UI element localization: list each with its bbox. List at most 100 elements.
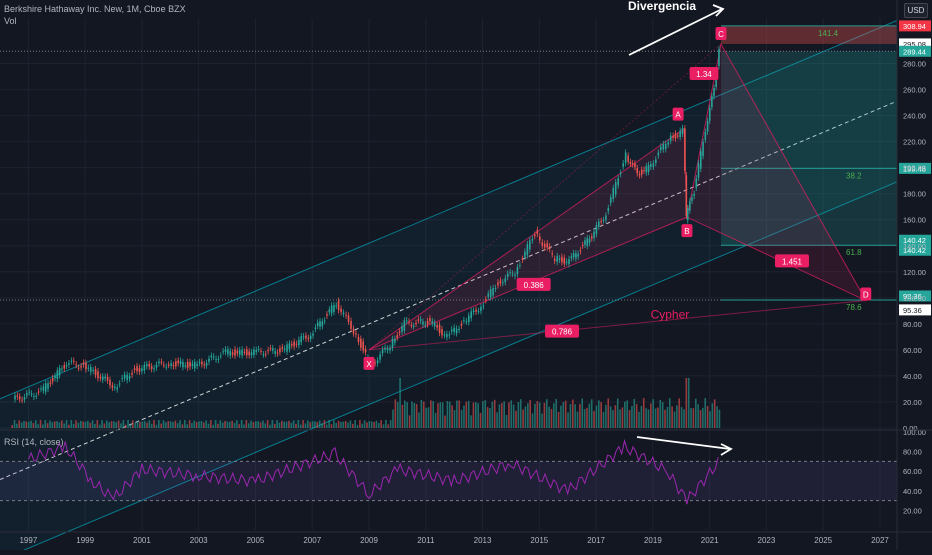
candle (551, 253, 553, 255)
volume-bar (413, 402, 416, 428)
volume-bar (650, 403, 652, 428)
candle (691, 197, 693, 201)
point-x-label: X (366, 360, 372, 369)
volume-bar (176, 423, 179, 428)
candle (101, 376, 104, 380)
volume-bar (354, 420, 356, 428)
candle (565, 261, 568, 263)
volume-bar (550, 408, 553, 428)
price-tag-bg (899, 162, 931, 174)
price-tag-bg (899, 234, 931, 246)
x-tick-label: 2017 (587, 536, 605, 545)
volume-bar (366, 422, 368, 428)
price-tag-bg (899, 20, 931, 32)
volume-bar (226, 421, 229, 428)
y-tick-label: 220.00 (903, 138, 926, 147)
volume-bar (716, 406, 718, 428)
candle (677, 135, 679, 137)
candle (355, 333, 357, 335)
volume-bar (200, 421, 203, 428)
volume-bar (205, 420, 207, 428)
volume-bar (68, 424, 70, 428)
candle (394, 338, 396, 343)
price-tag-bg (899, 290, 931, 302)
volume-bar (174, 420, 177, 428)
volume-bar (545, 399, 548, 428)
price-tag-label: 295.08 (903, 40, 926, 49)
volume-bar (122, 420, 125, 428)
candle (70, 360, 73, 362)
candle (153, 368, 155, 370)
volume-bar (262, 420, 264, 428)
volume-bar (165, 422, 167, 428)
volume-bar (512, 404, 515, 428)
volume-bar (538, 402, 541, 428)
candle (598, 221, 600, 227)
volume-bar (389, 420, 392, 428)
volume-bar (181, 424, 184, 428)
x-tick-label: 2025 (814, 536, 832, 545)
candle (215, 358, 217, 360)
volume-bar (382, 424, 385, 428)
candle (77, 367, 80, 369)
volume-bar (479, 412, 482, 428)
currency-button[interactable]: USD (904, 3, 928, 18)
candle (381, 349, 384, 354)
candle (89, 367, 92, 372)
x-tick-label: 2001 (133, 536, 151, 545)
volume-bar (233, 422, 236, 428)
candle (104, 376, 106, 379)
volume-bar (446, 401, 449, 428)
candle (295, 343, 298, 345)
candle (389, 347, 391, 351)
ratio-ac-label-bg (689, 66, 719, 80)
volume-bar (519, 399, 522, 428)
volume-bar (576, 411, 579, 428)
volume-bar (560, 405, 562, 428)
volume-bar (221, 422, 224, 428)
candle (669, 135, 672, 141)
volume-bar (633, 398, 636, 428)
candle (506, 273, 509, 278)
y-tick-label: 40.00 (903, 372, 922, 381)
volume-bar (143, 420, 146, 428)
candle (133, 368, 136, 370)
point-c-label-bg (715, 27, 727, 41)
divergence-arrowhead (712, 4, 725, 17)
candle (568, 258, 570, 265)
candle (436, 325, 438, 328)
candle (379, 354, 381, 360)
volume-bar (640, 405, 643, 428)
candle (333, 304, 335, 312)
y-tick-label: 100.00 (903, 294, 926, 303)
y-tick-label: 20.00 (903, 398, 922, 407)
candle (243, 351, 246, 353)
volume-bar (108, 422, 110, 428)
candle (42, 386, 45, 391)
volume-bar (302, 420, 304, 428)
candle (302, 336, 305, 338)
volume-bar (661, 402, 664, 428)
volume-bar (474, 402, 477, 428)
candle (546, 243, 549, 248)
candle (347, 315, 350, 322)
candle (238, 350, 241, 355)
divergence-arrow-price (628, 8, 723, 56)
candle (403, 320, 406, 331)
volume-bar (101, 420, 103, 428)
y-tick-label: 180.00 (903, 190, 926, 199)
volume-bar (321, 423, 323, 428)
y-tick-label: 240.00 (903, 112, 926, 121)
candle (686, 208, 689, 221)
candle (179, 360, 182, 365)
candle (558, 258, 561, 260)
candle (182, 361, 184, 368)
volume-bar (467, 400, 470, 428)
candle (391, 339, 394, 348)
candle (638, 174, 641, 176)
candle (241, 349, 243, 356)
volume-bar (448, 401, 451, 428)
volume-bar (288, 420, 290, 428)
price-tag-label: 199.48 (903, 164, 926, 173)
